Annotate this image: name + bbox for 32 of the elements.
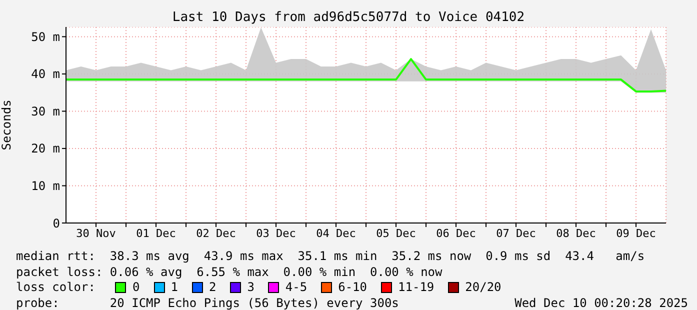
legend-label: 0 <box>132 280 140 296</box>
x-tick-label: 01 Dec <box>136 226 176 240</box>
y-axis-title: Seconds <box>0 100 14 150</box>
legend-label: 1 <box>170 280 178 296</box>
chart-title: Last 10 Days from ad96d5c5077d to Voice 04102 <box>171 10 526 27</box>
y-tick-label: 10 m <box>31 179 60 193</box>
legend-label: 20/20 <box>465 280 502 296</box>
x-tick-label: 02 Dec <box>196 226 236 240</box>
legend-label: 6-10 <box>338 280 368 296</box>
legend-title: loss color: <box>16 280 96 296</box>
x-tick-label: 09 Dec <box>616 226 656 240</box>
x-tick-label: 07 Dec <box>496 226 536 240</box>
y-tick-label: 20 m <box>31 142 60 156</box>
line-series <box>66 58 666 92</box>
legend-label: 2 <box>208 280 216 296</box>
x-tick-label: 03 Dec <box>256 226 296 240</box>
x-tick-label: 30 Nov <box>76 226 116 240</box>
x-tick-label: 08 Dec <box>556 226 596 240</box>
x-tick-label: 06 Dec <box>436 226 476 240</box>
text: packet loss: 0.06 % avg 6.55 % max 0.00 % min 0.00 % now <box>16 264 444 280</box>
x-tick-label: 04 Dec <box>316 226 356 240</box>
y-tick-label: 0 <box>52 216 60 230</box>
legend-label: 3 <box>247 280 254 296</box>
legend-label: 4-5 <box>285 280 308 296</box>
legend-label: 11-19 <box>398 280 434 296</box>
text: probe: 20 ICMP Echo Pings (56 Bytes) every 300s <box>16 296 399 310</box>
text: median rtt: 38.3 ms avg 43.9 ms max 35.1 ms min 35.2 ms now 0.9 ms sd 43.4 am/s <box>16 249 646 264</box>
text: Wed Dec 10 00:20:28 2025 <box>514 296 688 310</box>
y-tick-label: 30 m <box>31 104 60 118</box>
y-tick-label: 40 m <box>31 67 60 82</box>
x-tick-label: 05 Dec <box>376 226 416 240</box>
y-tick-label: 50 m <box>31 30 60 44</box>
